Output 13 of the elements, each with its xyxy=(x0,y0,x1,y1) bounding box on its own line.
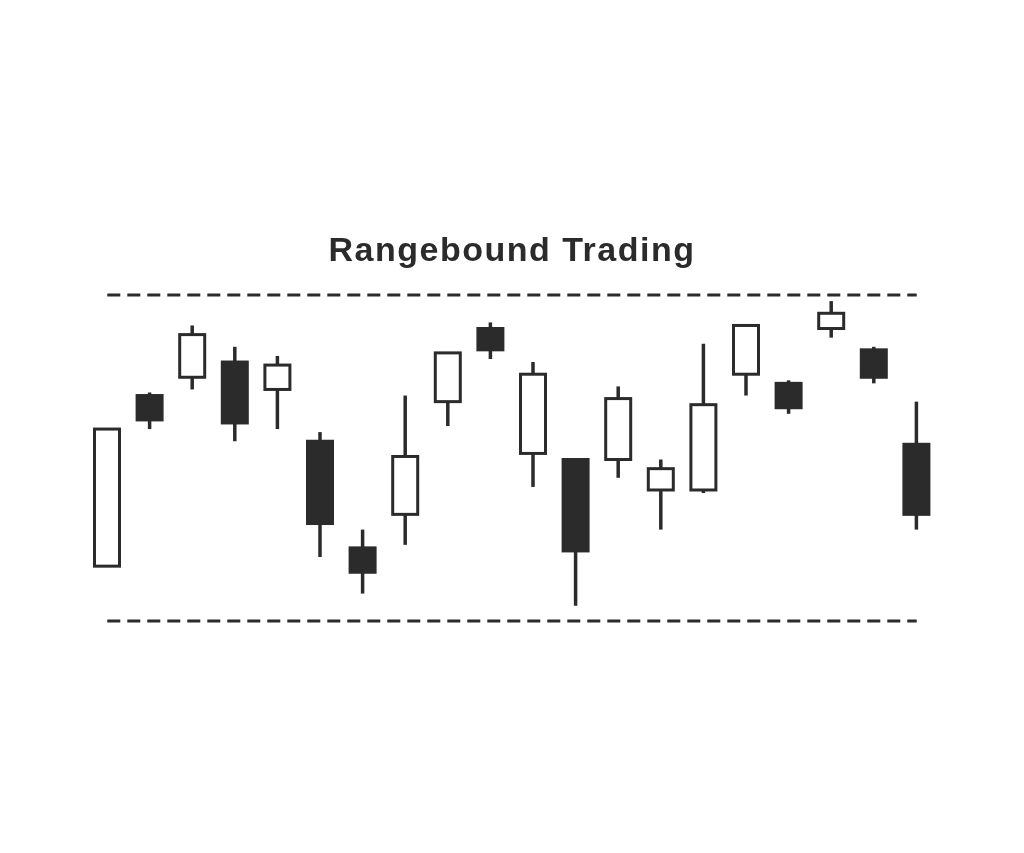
chart-title: Rangebound Trading xyxy=(327,230,697,268)
candlestick xyxy=(732,323,760,396)
candlestick xyxy=(348,529,377,594)
candlestick xyxy=(519,362,547,487)
candlestick xyxy=(561,458,590,606)
candlestick xyxy=(817,301,846,338)
candlestick xyxy=(306,432,334,558)
candlestick xyxy=(604,386,633,478)
candlestick xyxy=(93,427,121,568)
candlestick xyxy=(220,346,249,442)
candlestick xyxy=(433,351,462,427)
candlestick xyxy=(391,395,420,545)
candlestick xyxy=(178,325,207,390)
